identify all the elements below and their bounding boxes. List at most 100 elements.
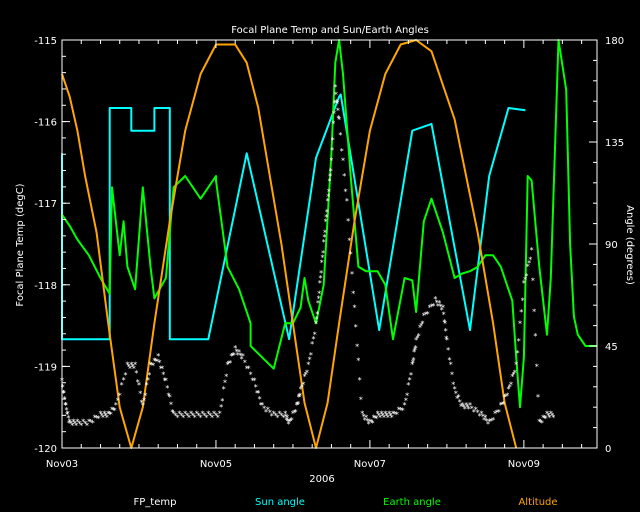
fp-temp-point: * [107, 410, 111, 419]
fp-temp-point: * [63, 401, 67, 410]
fp-temp-point: * [75, 418, 79, 427]
fp-temp-point: * [386, 413, 390, 422]
fp-temp-point: * [237, 348, 241, 357]
fp-temp-point: * [122, 376, 126, 385]
fp-temp-point: * [95, 414, 99, 423]
fp-temp-point: * [449, 360, 453, 369]
fp-temp-point: * [141, 401, 145, 410]
fp-temp-point: * [177, 409, 181, 418]
legend-entry: Altitude [518, 497, 557, 508]
fp-temp-point: * [125, 360, 129, 369]
fp-temp-point: * [223, 379, 227, 388]
series-altitude-line [61, 39, 518, 449]
fp-temp-point: * [546, 411, 550, 420]
fp-temp-point: * [279, 411, 283, 420]
fp-temp-point: * [229, 352, 233, 361]
fp-temp-point: * [260, 401, 264, 410]
fp-temp-point: * [548, 413, 552, 422]
fp-temp-point: * [364, 413, 368, 422]
fp-temp-point: * [297, 393, 301, 402]
fp-temp-point: * [332, 109, 336, 118]
fp-temp-point: * [158, 358, 162, 367]
fp-temp-point: * [354, 323, 358, 332]
fp-temp-point: * [463, 405, 467, 414]
fp-temp-point: * [326, 197, 330, 206]
fp-temp-point: * [204, 413, 208, 422]
fp-temp-point: * [320, 254, 324, 263]
fp-temp-point: * [431, 302, 435, 311]
fp-temp-point: * [310, 340, 314, 349]
fp-temp-point: * [91, 419, 95, 428]
fp-temp-point: * [482, 416, 486, 425]
fp-temp-point: * [328, 172, 332, 181]
fp-temp-point: * [512, 371, 516, 380]
fp-temp-point: * [104, 411, 108, 420]
fp-temp-point: * [435, 298, 439, 307]
fp-temp-point: * [258, 395, 262, 404]
fp-temp-point: * [228, 359, 232, 368]
fp-temp-point: * [116, 396, 120, 405]
fp-temp-point: * [391, 409, 395, 418]
fp-temp-point: * [255, 389, 259, 398]
fp-temp-point: * [163, 377, 167, 386]
fp-temp-point: * [281, 413, 285, 422]
fp-temp-point: * [306, 360, 310, 369]
fp-temp-point: * [415, 334, 419, 343]
fp-temp-point: * [337, 116, 341, 125]
fp-temp-point: * [459, 402, 463, 411]
fp-temp-point: * [541, 413, 545, 422]
fp-temp-point: * [318, 279, 322, 288]
fp-temp-point: * [256, 389, 260, 398]
fp-temp-point: * [344, 188, 348, 197]
fp-temp-point: * [301, 381, 305, 390]
fp-temp-point: * [334, 90, 338, 99]
fp-temp-point: * [405, 392, 409, 401]
fp-temp-point: * [373, 414, 377, 423]
fp-temp-point: * [305, 368, 309, 377]
fp-temp-point: * [408, 376, 412, 385]
y2-tick-label: 45 [605, 342, 618, 353]
fp-temp-point: * [290, 416, 294, 425]
fp-temp-point: * [102, 409, 106, 418]
fp-temp-point: * [331, 120, 335, 129]
fp-temp-point: * [226, 360, 230, 369]
fp-temp-point: * [284, 413, 288, 422]
fp-temp-point: * [325, 208, 329, 217]
fp-temp-point: * [464, 401, 468, 410]
fp-temp-point: * [401, 407, 405, 416]
fp-temp-point: * [259, 401, 263, 410]
fp-temp-point: * [298, 392, 302, 401]
fp-temp-point: * [535, 362, 539, 371]
fp-temp-point: * [105, 413, 109, 422]
axes-layer: Nov03 Nov05 Nov07 Nov09 -115 -116 -117 -118 -119… [34, 36, 624, 470]
fp-temp-point: * [68, 418, 72, 427]
y-tick-label: -117 [34, 199, 57, 210]
fp-temp-point: * [216, 413, 220, 422]
fp-temp-point: * [297, 392, 301, 401]
fp-temp-point: * [67, 419, 71, 428]
fp-temp-point: * [241, 352, 245, 361]
fp-temp-point: * [385, 411, 389, 420]
fp-temp-point: * [410, 360, 414, 369]
fp-temp-point: * [491, 416, 495, 425]
fp-temp-point: * [360, 409, 364, 418]
fp-temp-point: * [476, 409, 480, 418]
fp-temp-point: * [65, 411, 69, 420]
fp-temp-point: * [240, 355, 244, 364]
fp-temp-point: * [438, 303, 442, 312]
fp-temp-point: * [489, 417, 493, 426]
fp-temp-point: * [336, 114, 340, 123]
series-fp-temp: * * * * * * * * * * * * * * * * * * * * * * * * * * * * * * * * * * * * * * * *… [60, 83, 555, 431]
fp-temp-point: * [294, 408, 298, 417]
fp-temp-point: * [110, 405, 114, 414]
fp-temp-point: * [376, 409, 380, 418]
fp-temp-point: * [378, 413, 382, 422]
fp-temp-point: * [379, 409, 383, 418]
fp-temp-point: * [382, 413, 386, 422]
fp-temp-point: * [142, 396, 146, 405]
fp-temp-point: * [487, 418, 491, 427]
fp-temp-point: * [93, 413, 97, 422]
legend-entry: Earth angle [383, 497, 441, 508]
fp-temp-point: * [272, 409, 276, 418]
